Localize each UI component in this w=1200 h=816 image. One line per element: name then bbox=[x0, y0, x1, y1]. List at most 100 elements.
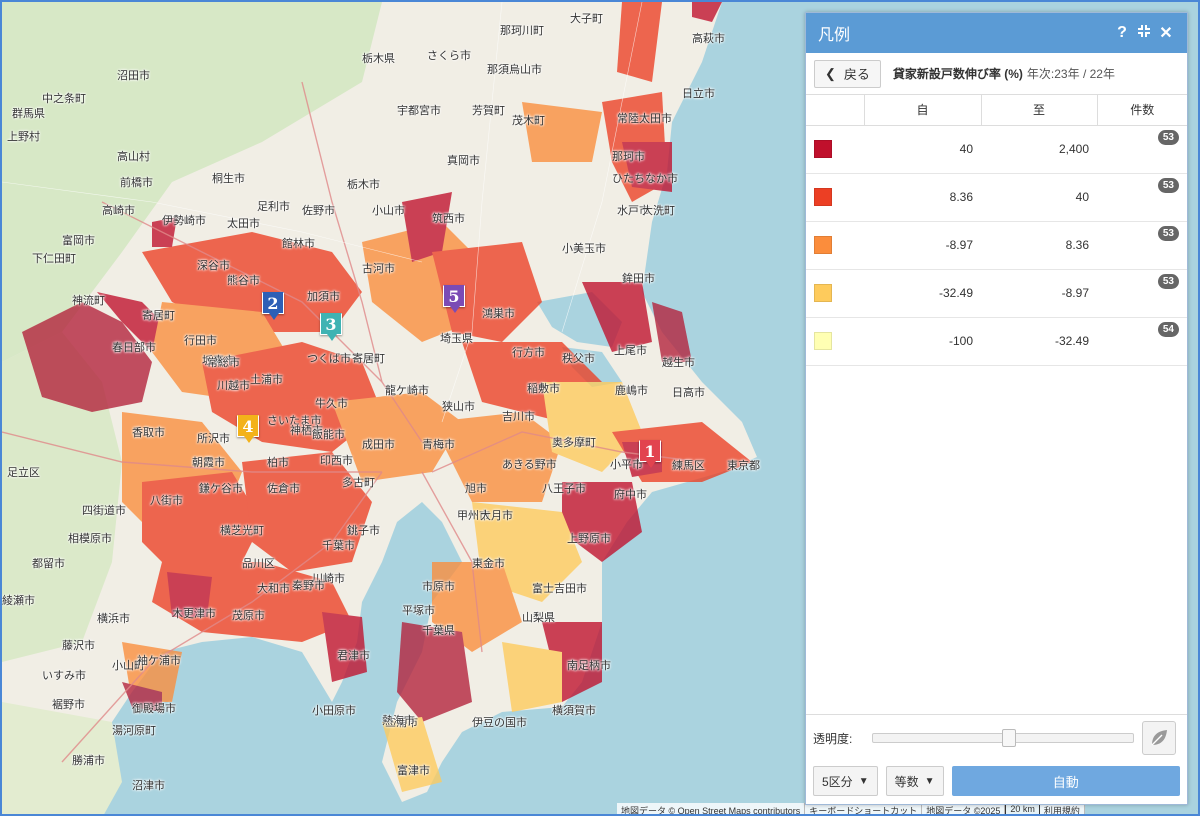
place-label: 寄居町 bbox=[352, 352, 385, 365]
place-label: 秦野市 bbox=[292, 579, 325, 592]
map-marker-4[interactable]: 4 bbox=[237, 415, 259, 443]
class-swatch[interactable] bbox=[814, 188, 832, 206]
legend-footer: 透明度: 5区分 ▼ 等数 ▼ 自動 bbox=[806, 714, 1187, 804]
class-count-dropdown[interactable]: 5区分 ▼ bbox=[813, 766, 878, 796]
class-table-header: 自 至 件数 bbox=[806, 95, 1187, 126]
place-label: 旭市 bbox=[465, 482, 487, 495]
class-row[interactable]: -100 -32.49 54 bbox=[806, 317, 1187, 366]
question-icon[interactable]: ? bbox=[1117, 24, 1127, 41]
class-to: -32.49 bbox=[981, 317, 1097, 366]
place-label: 東京都 bbox=[727, 459, 760, 472]
map-marker-2[interactable]: 2 bbox=[262, 292, 284, 320]
place-label: 沼津市 bbox=[132, 779, 165, 792]
place-label: 多古町 bbox=[342, 476, 375, 489]
class-row[interactable]: 8.36 40 53 bbox=[806, 173, 1187, 222]
class-swatch[interactable] bbox=[814, 332, 832, 350]
place-label: 東金市 bbox=[472, 557, 505, 570]
map-marker-3[interactable]: 3 bbox=[320, 313, 342, 341]
place-label: 奥多摩町 bbox=[552, 436, 596, 449]
place-label: 品川区 bbox=[242, 557, 275, 570]
method-dropdown[interactable]: 等数 ▼ bbox=[885, 766, 944, 796]
class-swatch[interactable] bbox=[814, 236, 832, 254]
place-label: 吉川市 bbox=[502, 410, 535, 423]
place-label: 香取市 bbox=[132, 426, 165, 439]
place-label: 小山町 bbox=[112, 659, 145, 672]
class-to: -8.97 bbox=[981, 269, 1097, 318]
place-label: 真岡市 bbox=[447, 154, 480, 167]
place-label: 上尾市 bbox=[614, 344, 647, 357]
map-attribution: 地図データ © Open Street Maps contributors キー… bbox=[617, 803, 1085, 814]
class-from: 8.36 bbox=[864, 173, 981, 222]
map-marker-1[interactable]: 1 bbox=[639, 440, 661, 468]
class-row[interactable]: -32.49 -8.97 53 bbox=[806, 269, 1187, 318]
place-label: 綾瀬市 bbox=[2, 594, 35, 607]
place-label: 横須賀市 bbox=[552, 704, 596, 717]
class-from: -32.49 bbox=[864, 269, 981, 318]
place-label: 府中市 bbox=[614, 488, 647, 501]
place-label: 鹿嶋市 bbox=[615, 384, 648, 397]
close-icon[interactable]: ✕ bbox=[1159, 25, 1173, 42]
legend-header: 凡例 ? ✕ bbox=[806, 13, 1187, 53]
place-label: 那珂川町 bbox=[500, 24, 544, 37]
place-label: 上野村 bbox=[7, 130, 40, 143]
leaf-icon bbox=[1151, 730, 1168, 746]
leaf-button[interactable] bbox=[1142, 721, 1177, 755]
class-swatch[interactable] bbox=[814, 284, 832, 302]
place-label: 千葉県 bbox=[422, 624, 455, 637]
place-label: 寄居町 bbox=[142, 309, 175, 322]
terms-link[interactable]: 利用規約 bbox=[1039, 803, 1085, 814]
class-swatch[interactable] bbox=[814, 140, 832, 158]
place-label: 柏市 bbox=[267, 456, 289, 469]
place-label: 富士吉田市 bbox=[532, 582, 587, 595]
place-label: 大洗町 bbox=[642, 204, 675, 217]
map-marker-5[interactable]: 5 bbox=[443, 285, 465, 313]
class-count-badge: 54 bbox=[1157, 322, 1179, 337]
collapse-icon[interactable] bbox=[1135, 24, 1153, 43]
class-to: 8.36 bbox=[981, 221, 1097, 270]
place-label: 甲州市 bbox=[457, 509, 490, 522]
opacity-slider-handle[interactable] bbox=[1002, 729, 1017, 747]
place-label: 筑西市 bbox=[432, 212, 465, 225]
place-label: 横芝光町 bbox=[220, 524, 264, 537]
place-label: 行方市 bbox=[512, 346, 545, 359]
place-label: 沼田市 bbox=[117, 69, 150, 82]
place-label: 上野原市 bbox=[567, 532, 611, 545]
place-label: 那珂市 bbox=[612, 150, 645, 163]
back-label: 戻る bbox=[843, 67, 870, 82]
place-label: 熊谷市 bbox=[227, 274, 260, 287]
scale-bar: 20 km bbox=[1005, 803, 1040, 814]
place-label: 土浦市 bbox=[250, 373, 283, 386]
place-label: 小山市 bbox=[372, 204, 405, 217]
keyboard-shortcuts-link[interactable]: キーボードショートカット bbox=[805, 803, 923, 814]
place-label: 八街市 bbox=[150, 494, 183, 507]
place-label: 佐野市 bbox=[302, 204, 335, 217]
place-label: 伊豆の国市 bbox=[472, 716, 527, 729]
place-label: 伊勢崎市 bbox=[162, 214, 206, 227]
place-label: 小田原市 bbox=[312, 704, 356, 717]
back-button[interactable]: ❮ 戻る bbox=[814, 59, 881, 88]
class-row[interactable]: -8.97 8.36 53 bbox=[806, 221, 1187, 270]
place-label: 千葉市 bbox=[322, 539, 355, 552]
auto-button[interactable]: 自動 bbox=[951, 766, 1180, 796]
place-label: 那須烏山市 bbox=[487, 63, 542, 76]
place-label: ひたちなか市 bbox=[612, 172, 678, 185]
place-label: 山梨県 bbox=[522, 611, 555, 624]
osm-attribution[interactable]: 地図データ © Open Street Maps contributors bbox=[617, 803, 806, 814]
classification-row: 5区分 ▼ 等数 ▼ 自動 bbox=[806, 761, 1187, 801]
place-label: 湯河原町 bbox=[112, 724, 156, 737]
method-value: 等数 bbox=[894, 774, 919, 789]
place-label: 御殿場市 bbox=[132, 702, 176, 715]
place-label: 熱海市 bbox=[382, 714, 415, 727]
class-from: -100 bbox=[864, 317, 981, 366]
opacity-slider[interactable] bbox=[872, 729, 1135, 747]
class-row[interactable]: 40 2,400 53 bbox=[806, 125, 1187, 174]
place-label: 館林市 bbox=[282, 237, 315, 250]
place-label: 横浜市 bbox=[97, 612, 130, 625]
class-count-badge: 53 bbox=[1157, 130, 1179, 145]
place-label: あきる野市 bbox=[502, 458, 557, 471]
place-label: 栃木県 bbox=[362, 52, 395, 65]
place-label: 坂東市 bbox=[202, 354, 235, 367]
place-label: 佐倉市 bbox=[267, 482, 300, 495]
place-label: 茂原市 bbox=[232, 609, 265, 622]
opacity-row: 透明度: bbox=[806, 715, 1187, 761]
